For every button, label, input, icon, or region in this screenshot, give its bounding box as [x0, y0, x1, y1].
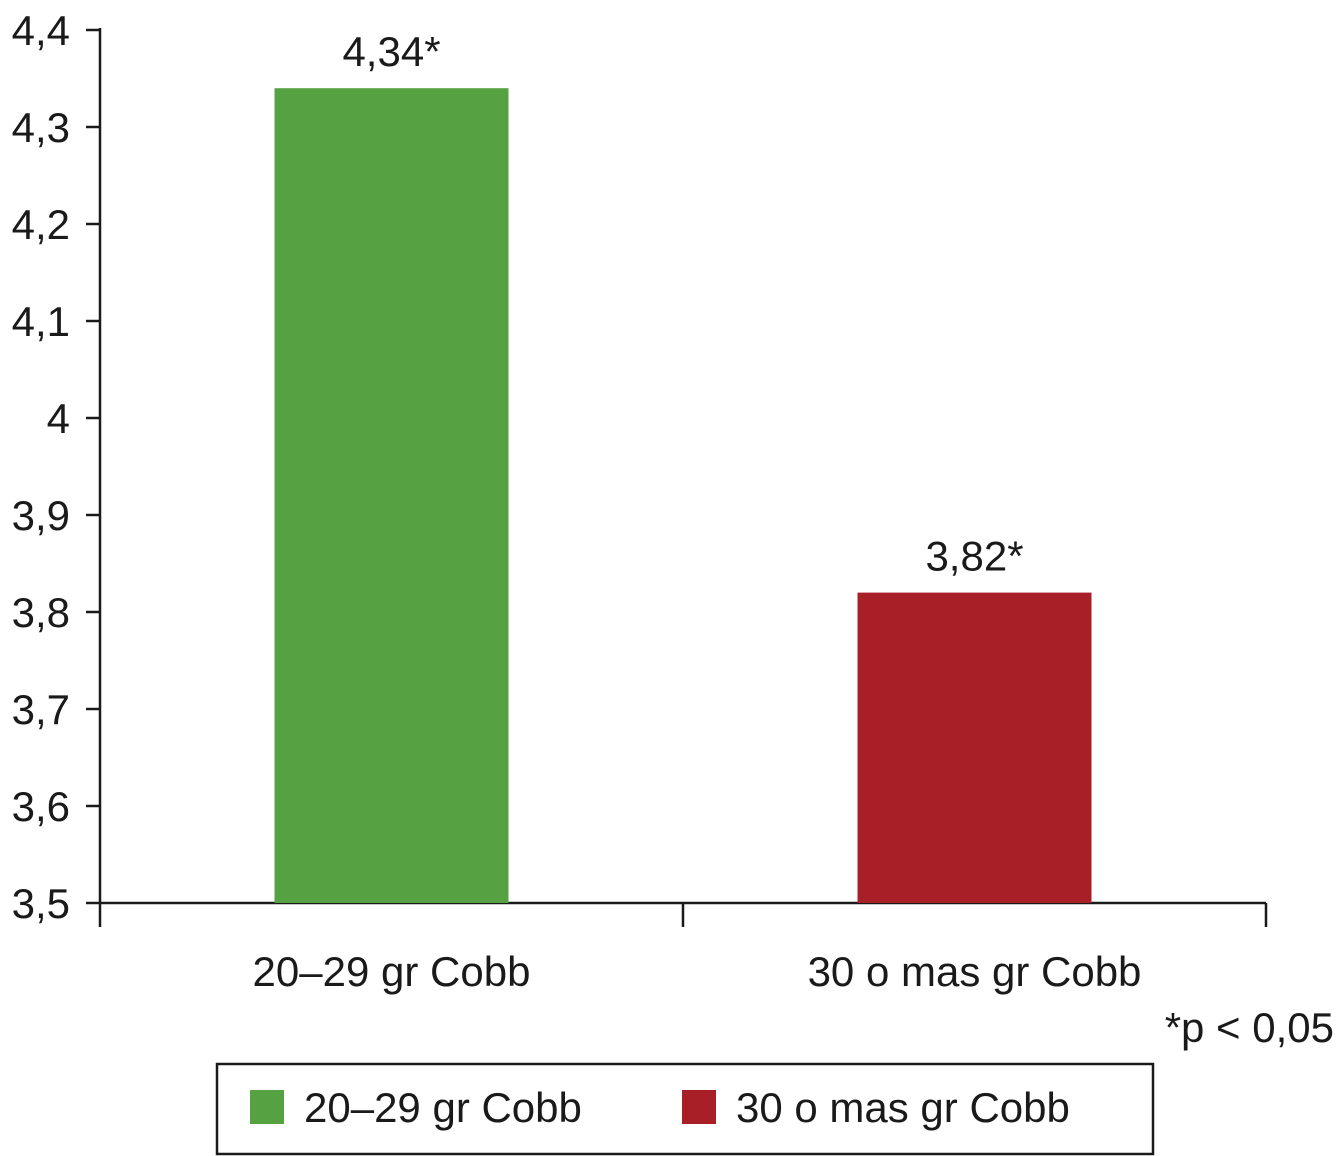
x-axis: 20–29 gr Cobb 30 o mas gr Cobb [100, 901, 1268, 995]
x-category-label: 20–29 gr Cobb [253, 948, 531, 995]
y-tick-label: 4,4 [12, 7, 70, 54]
legend-frame [215, 1062, 1155, 1156]
y-tick-label: 3,8 [12, 589, 70, 636]
y-tick-label: 4 [47, 395, 70, 442]
y-tick-label: 3,9 [12, 492, 70, 539]
bar [274, 88, 509, 903]
legend-label: 30 o mas gr Cobb [736, 1084, 1070, 1131]
y-tick-label: 3,7 [12, 686, 70, 733]
y-tick-label: 3,6 [12, 783, 70, 830]
y-tick-label: 4,1 [12, 298, 70, 345]
y-tick-label: 4,3 [12, 104, 70, 151]
y-axis: 3,5 3,6 3,7 3,8 3,9 4 4,1 4,2 4,3 4,4 [12, 7, 102, 927]
legend-swatch [250, 1090, 284, 1124]
y-tick-label: 3,5 [12, 880, 70, 927]
bar-value-label: 3,82* [925, 533, 1023, 580]
legend-swatch [682, 1090, 716, 1124]
x-category-label: 30 o mas gr Cobb [808, 948, 1142, 995]
footnote: *p < 0,05 [1165, 1004, 1334, 1051]
bar-value-label: 4,34* [342, 28, 440, 75]
bar [857, 592, 1092, 903]
bars [274, 88, 1092, 903]
y-tick-label: 4,2 [12, 201, 70, 248]
legend: 20–29 gr Cobb 30 o mas gr Cobb [215, 1062, 1155, 1156]
data-labels: 4,34* 3,82* [342, 28, 1023, 579]
legend-label: 20–29 gr Cobb [304, 1084, 582, 1131]
